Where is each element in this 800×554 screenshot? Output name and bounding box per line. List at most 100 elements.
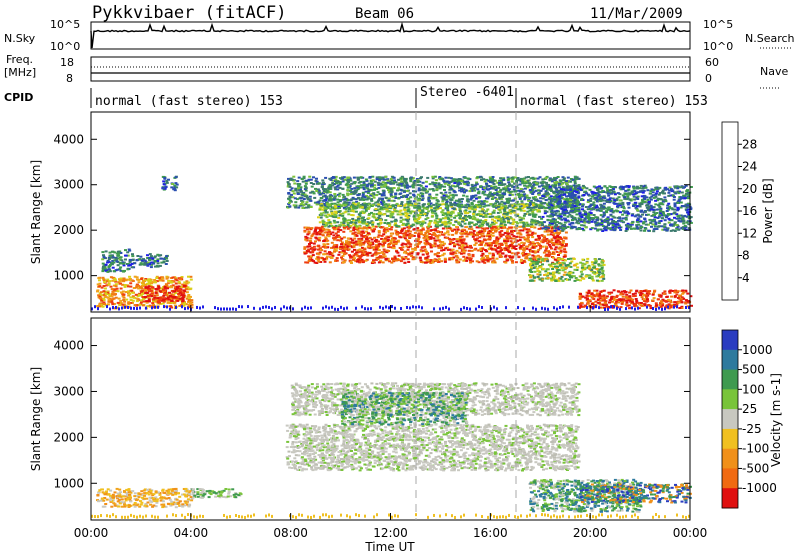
power-cell [137, 293, 141, 296]
power-cell [112, 261, 116, 264]
power-cell [162, 261, 166, 264]
power-cell [124, 291, 128, 293]
power-cell [163, 287, 167, 290]
power-cell [171, 183, 175, 185]
power-cell [394, 181, 398, 184]
power-cell [592, 194, 596, 197]
power-cell [308, 243, 311, 245]
power-cell [146, 305, 150, 308]
power-cell [166, 296, 170, 299]
power-cell [182, 304, 186, 307]
power-cell [524, 196, 528, 199]
power-cell [443, 189, 446, 191]
power-cell [361, 246, 364, 249]
power-cell [397, 204, 401, 207]
power-cell [367, 206, 371, 209]
power-cell [156, 262, 160, 265]
power-cell [317, 257, 321, 260]
power-cell [457, 238, 461, 241]
power-cell [343, 197, 347, 200]
power-cell [308, 239, 312, 242]
power-cell [300, 178, 304, 180]
power-cell [401, 224, 405, 226]
power-cell [103, 296, 107, 299]
power-cell [133, 304, 137, 307]
power-cell [424, 191, 428, 194]
power-cell [533, 180, 537, 183]
power-cell [326, 243, 330, 246]
power-cell [319, 213, 323, 216]
power-cell [413, 231, 417, 234]
power-cell [531, 185, 535, 187]
power-cell [467, 249, 471, 252]
power-cell [508, 245, 512, 248]
power-cell [360, 197, 364, 199]
power-cell [150, 295, 154, 298]
power-cell [562, 177, 566, 180]
power-cell [319, 261, 323, 263]
power-cell [488, 235, 492, 238]
power-cell [419, 184, 423, 187]
power-cell [548, 253, 552, 256]
power-cell [389, 178, 393, 180]
power-cell [155, 280, 159, 283]
power-cell [486, 257, 490, 260]
power-cell [306, 198, 310, 201]
date-title: 11/Mar/2009 [590, 6, 683, 22]
power-cell [141, 283, 145, 286]
power-cell [373, 253, 377, 256]
power-cell [456, 179, 460, 182]
power-cell [574, 188, 578, 191]
power-cell [304, 238, 308, 240]
power-cell [373, 188, 376, 191]
power-cell [353, 189, 357, 192]
power-cell [101, 305, 105, 308]
power-cell [524, 182, 528, 185]
power-cell [361, 243, 365, 246]
power-cell [388, 214, 391, 217]
power-cell [510, 204, 514, 207]
power-cell [554, 239, 558, 242]
power-cell [455, 240, 459, 243]
power-cell [183, 290, 187, 293]
power-cell [559, 250, 563, 253]
power-cell [342, 198, 346, 201]
power-cell [146, 254, 149, 257]
power-cell [111, 266, 115, 269]
power-cell [328, 230, 332, 233]
power-cell [151, 302, 155, 305]
power-cell [120, 259, 124, 262]
power-cell [462, 242, 466, 245]
power-cell [389, 194, 393, 197]
power-cell [433, 210, 437, 213]
power-cell [324, 214, 327, 217]
power-cell [175, 186, 179, 189]
power-cell [475, 233, 479, 236]
power-cell [456, 199, 460, 202]
power-cell [547, 183, 551, 186]
power-cell [366, 245, 370, 248]
power-cell [127, 301, 131, 304]
power-cell [411, 186, 415, 189]
power-cell [460, 230, 464, 233]
power-cell [542, 206, 546, 209]
power-cell [503, 210, 507, 213]
power-cell [498, 179, 502, 182]
power-cell [328, 214, 332, 217]
power-cell [472, 211, 476, 214]
power-cell [399, 219, 403, 222]
power-cell [483, 187, 487, 190]
power-cell [366, 192, 370, 194]
power-cell [119, 252, 123, 254]
power-cell [525, 247, 529, 250]
power-cell [467, 222, 471, 225]
power-cell [462, 255, 466, 258]
power-cell [588, 217, 592, 220]
power-cell [286, 181, 290, 184]
power-cell [396, 258, 400, 260]
power-cell [130, 289, 134, 292]
power-cell [322, 221, 325, 224]
power-cell [425, 212, 429, 215]
power-cell [493, 226, 497, 229]
power-cell [431, 181, 435, 184]
